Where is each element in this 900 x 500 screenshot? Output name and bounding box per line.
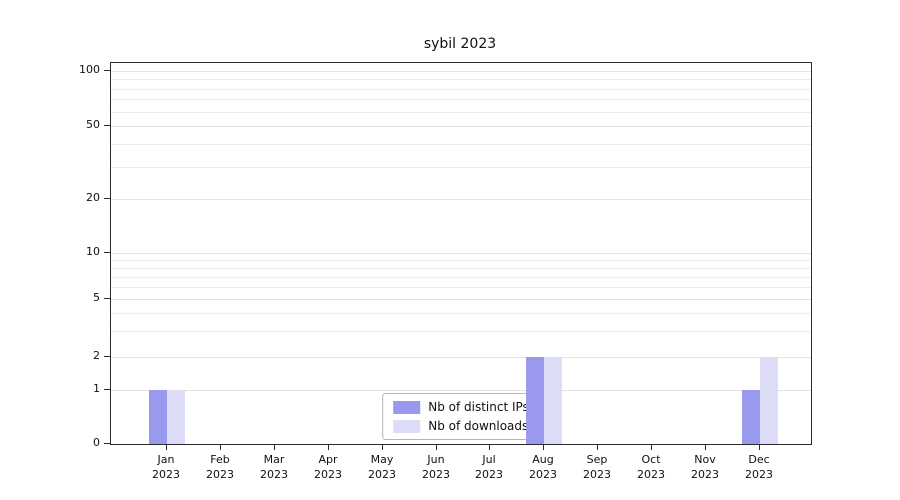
gridline-70 — [111, 99, 811, 100]
gridline-30 — [111, 167, 811, 168]
x-tick-mark — [597, 445, 598, 450]
x-tick-label-sep: Sep 2023 — [567, 452, 627, 482]
y-tick-mark — [104, 298, 110, 299]
x-tick-month: Apr — [318, 453, 338, 466]
gridline-8 — [111, 268, 811, 269]
legend-swatch-nb-of-distinct-ips — [393, 400, 421, 414]
x-tick-label-feb: Feb 2023 — [190, 452, 250, 482]
x-tick-mark — [166, 445, 167, 450]
x-tick-label-dec: Dec 2023 — [729, 452, 789, 482]
gridline-60 — [111, 112, 811, 113]
y-tick-mark — [104, 356, 110, 357]
x-tick-label-mar: Mar 2023 — [244, 452, 304, 482]
gridline-9 — [111, 260, 811, 261]
x-tick-mark — [543, 445, 544, 450]
gridline-20 — [111, 199, 811, 200]
y-tick-label-1: 1 — [93, 382, 100, 395]
y-tick-mark — [104, 125, 110, 126]
y-tick-mark — [104, 198, 110, 199]
gridline-4 — [111, 313, 811, 314]
gridline-3 — [111, 331, 811, 332]
x-tick-year: 2023 — [691, 468, 719, 481]
x-tick-label-jan: Jan 2023 — [136, 452, 196, 482]
gridline-100 — [111, 71, 811, 72]
x-tick-mark — [759, 445, 760, 450]
x-tick-mark — [651, 445, 652, 450]
legend-label: Nb of distinct IPs — [428, 400, 529, 414]
x-tick-year: 2023 — [745, 468, 773, 481]
x-tick-year: 2023 — [637, 468, 665, 481]
y-tick-label-20: 20 — [86, 191, 100, 204]
y-tick-label-100: 100 — [79, 63, 100, 76]
gridline-10 — [111, 253, 811, 254]
x-tick-month: Dec — [748, 453, 770, 466]
legend-item-nb-of-downloads: Nb of downloads — [393, 419, 529, 433]
gridline-50 — [111, 126, 811, 127]
y-tick-label-5: 5 — [93, 291, 100, 304]
y-tick-mark — [104, 389, 110, 390]
x-tick-label-aug: Aug 2023 — [513, 452, 573, 482]
gridline-90 — [111, 79, 811, 80]
x-tick-label-apr: Apr 2023 — [298, 452, 358, 482]
x-tick-month: Mar — [263, 453, 285, 466]
bar-nb-of-downloads-jan — [167, 390, 185, 444]
x-tick-label-may: May 2023 — [352, 452, 412, 482]
x-tick-year: 2023 — [260, 468, 288, 481]
gridline-40 — [111, 144, 811, 145]
x-tick-year: 2023 — [529, 468, 557, 481]
gridline-2 — [111, 357, 811, 358]
gridline-1 — [111, 390, 811, 391]
x-tick-year: 2023 — [368, 468, 396, 481]
x-tick-month: Nov — [694, 453, 716, 466]
plot-area: Nb of distinct IPs Nb of downloads — [110, 62, 812, 445]
x-tick-mark — [274, 445, 275, 450]
x-tick-year: 2023 — [314, 468, 342, 481]
x-tick-label-oct: Oct 2023 — [621, 452, 681, 482]
y-tick-mark — [104, 443, 110, 444]
x-tick-mark — [489, 445, 490, 450]
legend-swatch-nb-of-downloads — [393, 419, 421, 433]
bar-nb-of-downloads-dec — [760, 357, 778, 444]
x-tick-year: 2023 — [206, 468, 234, 481]
x-tick-month: Sep — [586, 453, 608, 466]
bar-nb-of-distinct-ips-aug — [526, 357, 544, 444]
x-tick-month: Jul — [482, 453, 496, 466]
y-tick-mark — [104, 252, 110, 253]
legend: Nb of distinct IPs Nb of downloads — [382, 393, 540, 440]
x-tick-month: Jun — [427, 453, 445, 466]
x-tick-year: 2023 — [583, 468, 611, 481]
x-tick-mark — [436, 445, 437, 450]
y-tick-label-0: 0 — [93, 436, 100, 449]
legend-label: Nb of downloads — [428, 419, 529, 433]
bar-nb-of-distinct-ips-jan — [149, 390, 167, 444]
gridline-6 — [111, 287, 811, 288]
x-tick-mark — [328, 445, 329, 450]
x-tick-month: Aug — [532, 453, 554, 466]
x-tick-mark — [705, 445, 706, 450]
x-tick-month: Oct — [641, 453, 661, 466]
x-tick-month: May — [370, 453, 394, 466]
gridline-80 — [111, 89, 811, 90]
x-tick-mark — [220, 445, 221, 450]
y-tick-mark — [104, 70, 110, 71]
gridline-5 — [111, 299, 811, 300]
y-tick-label-10: 10 — [86, 245, 100, 258]
x-tick-label-jun: Jun 2023 — [406, 452, 466, 482]
x-tick-year: 2023 — [422, 468, 450, 481]
x-tick-label-nov: Nov 2023 — [675, 452, 735, 482]
x-tick-year: 2023 — [152, 468, 180, 481]
bar-nb-of-distinct-ips-dec — [742, 390, 760, 444]
x-tick-year: 2023 — [475, 468, 503, 481]
legend-item-nb-of-distinct-ips: Nb of distinct IPs — [393, 400, 529, 414]
bar-nb-of-downloads-aug — [544, 357, 562, 444]
gridline-7 — [111, 277, 811, 278]
x-tick-mark — [382, 445, 383, 450]
chart-title: sybil 2023 — [423, 36, 497, 52]
x-tick-month: Jan — [157, 453, 175, 466]
y-tick-label-50: 50 — [86, 118, 100, 131]
x-tick-label-jul: Jul 2023 — [459, 452, 519, 482]
y-tick-label-2: 2 — [93, 349, 100, 362]
x-tick-month: Feb — [210, 453, 230, 466]
